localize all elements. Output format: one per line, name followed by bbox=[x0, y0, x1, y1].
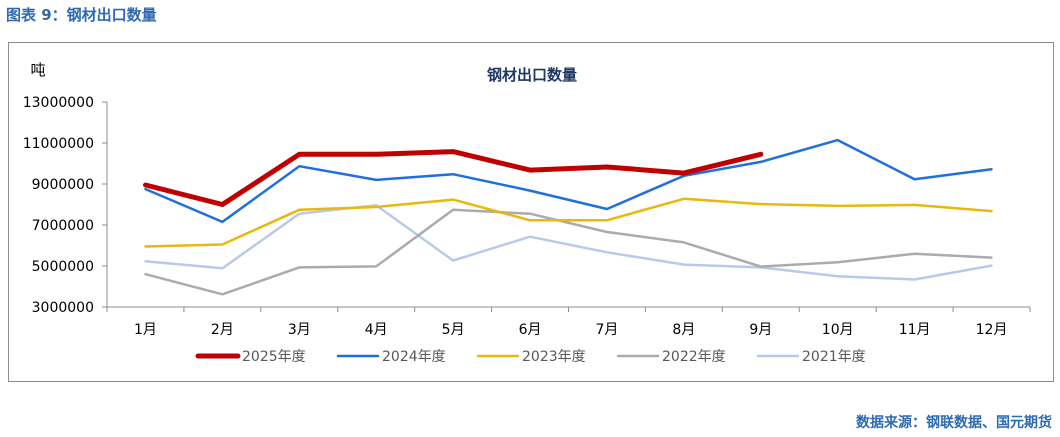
series-line-2022年度 bbox=[144, 208, 993, 296]
legend-label: 2024年度 bbox=[382, 349, 446, 365]
legend-label: 2023年度 bbox=[522, 349, 586, 365]
x-tick-label: 7月 bbox=[595, 322, 618, 338]
x-tick-label: 3月 bbox=[288, 322, 311, 338]
series-line-2021年度 bbox=[144, 204, 993, 281]
series-line-2025年度 bbox=[143, 149, 764, 207]
source-note: 数据来源：钢联数据、国元期货 bbox=[856, 415, 1052, 431]
y-tick-label: 11000000 bbox=[23, 136, 94, 152]
axes: 3000000 5000000 7000000 9000000 11000000 1300… bbox=[23, 95, 1031, 338]
series-line-2024年度 bbox=[144, 138, 993, 224]
y-tick-label: 5000000 bbox=[32, 259, 94, 275]
legend: 2025年度 2024年度 2023年度 2022年度 2021年度 bbox=[195, 349, 866, 365]
x-tick-label: 9月 bbox=[749, 322, 772, 338]
y-axis-unit-label: 吨 bbox=[30, 61, 45, 79]
x-tick-label: 4月 bbox=[365, 322, 388, 338]
x-tick-label: 5月 bbox=[442, 322, 465, 338]
series-layer bbox=[143, 138, 993, 296]
chart-frame bbox=[8, 42, 1054, 382]
x-tick-label: 2月 bbox=[211, 322, 234, 338]
y-tick-label: 3000000 bbox=[32, 300, 94, 316]
x-tick-label: 1月 bbox=[134, 322, 157, 338]
legend-label: 2021年度 bbox=[802, 349, 866, 365]
legend-label: 2025年度 bbox=[242, 349, 306, 365]
x-tick-label: 6月 bbox=[519, 322, 542, 338]
y-tick-label: 9000000 bbox=[32, 177, 94, 193]
series-line-2023年度 bbox=[144, 197, 993, 248]
legend-label: 2022年度 bbox=[662, 349, 726, 365]
x-tick-label: 11月 bbox=[899, 322, 931, 338]
figure-caption: 图表 9：钢材出口数量 bbox=[6, 6, 157, 24]
y-tick-label: 13000000 bbox=[23, 95, 94, 111]
y-tick-label: 7000000 bbox=[32, 218, 94, 234]
chart-title: 钢材出口数量 bbox=[487, 66, 577, 84]
x-tick-label: 12月 bbox=[976, 322, 1008, 338]
x-tick-label: 10月 bbox=[822, 322, 854, 338]
x-tick-label: 8月 bbox=[672, 322, 695, 338]
